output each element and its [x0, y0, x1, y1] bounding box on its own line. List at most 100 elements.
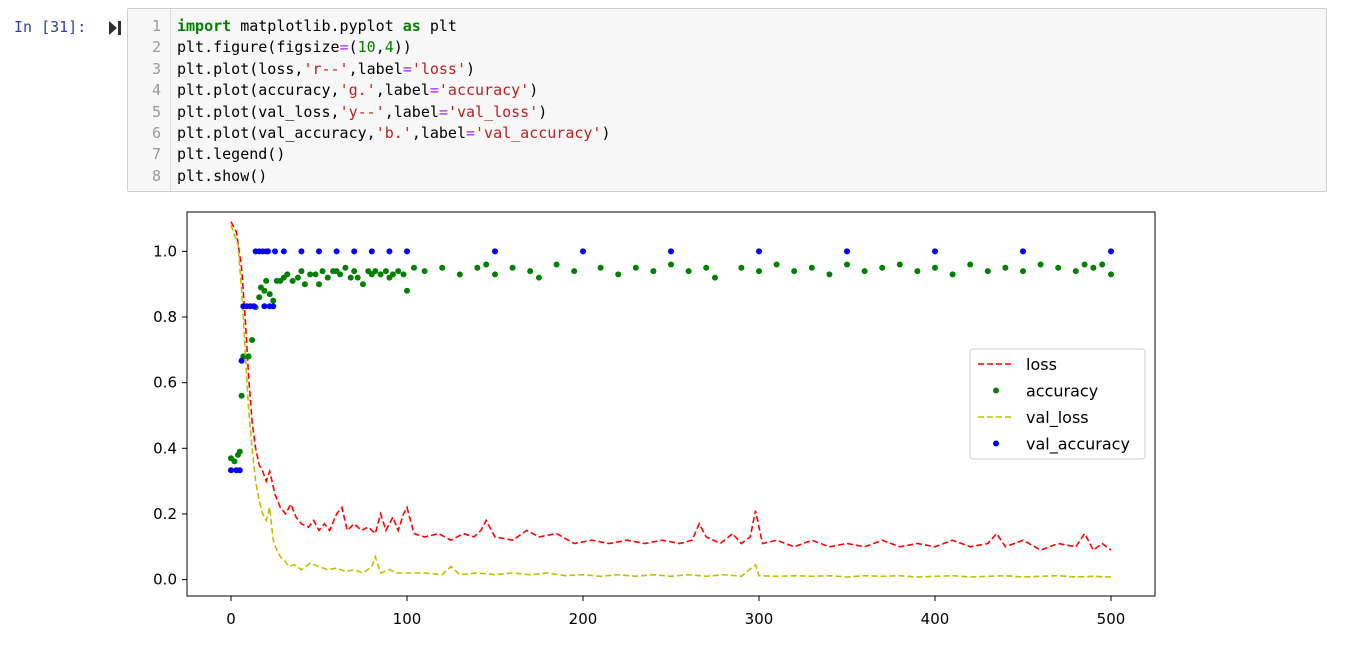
- data-point-accuracy: [1081, 261, 1088, 268]
- line-number-gutter: 1 2 3 4 5 6 7 8: [128, 9, 171, 191]
- data-point-accuracy: [270, 297, 277, 304]
- axes-frame: [186, 211, 1156, 597]
- data-point-accuracy: [400, 271, 407, 278]
- data-point-accuracy: [324, 274, 331, 281]
- x-tick-label: 200: [569, 610, 598, 628]
- legend-marker-accuracy: [993, 387, 999, 394]
- line-number: 4: [151, 81, 161, 100]
- data-point-accuracy: [298, 268, 305, 275]
- y-tick-label: 0.2: [153, 505, 177, 523]
- code-line: import matplotlib.pyplot as plt: [177, 16, 611, 37]
- code-line: plt.plot(val_accuracy,'b.',label='val_ac…: [177, 123, 611, 144]
- data-point-accuracy: [266, 291, 273, 298]
- data-point-accuracy: [685, 268, 692, 275]
- legend-box: [969, 348, 1146, 460]
- code-token: plt.show(): [177, 166, 268, 185]
- code-token: 'val_accuracy': [475, 123, 602, 142]
- data-point-accuracy: [404, 287, 410, 294]
- data-point-accuracy: [456, 271, 463, 278]
- cell-prompt: In [31]:: [14, 18, 87, 36]
- data-point-val_accuracy: [1108, 248, 1114, 255]
- code-token: =: [438, 102, 448, 121]
- code-token: 'b.': [375, 123, 412, 142]
- code-line: plt.legend(): [177, 144, 611, 165]
- code-token: 'g.': [339, 81, 376, 100]
- data-point-accuracy: [808, 264, 815, 271]
- code-token: plt.plot(accuracy,: [177, 81, 340, 100]
- code-token: plt.plot(val_loss,: [177, 102, 340, 121]
- data-point-val_accuracy: [298, 248, 305, 255]
- data-point-accuracy: [650, 268, 657, 275]
- code-token: 4: [384, 38, 394, 57]
- x-tick-label: 300: [745, 610, 774, 628]
- data-point-val_accuracy: [351, 248, 358, 255]
- data-point-val_accuracy: [236, 467, 243, 474]
- line-number: 3: [151, 59, 161, 78]
- code-token: plt.legend(): [177, 145, 286, 164]
- data-point-accuracy: [712, 274, 718, 281]
- data-point-accuracy: [342, 264, 349, 271]
- data-point-accuracy: [756, 268, 762, 275]
- code-token: plt.figure(figsize: [177, 38, 340, 57]
- code-line: plt.show(): [177, 166, 611, 187]
- data-point-accuracy: [289, 277, 296, 284]
- series-line-loss: [230, 221, 1112, 552]
- data-point-accuracy: [615, 271, 622, 278]
- data-point-accuracy: [597, 264, 604, 271]
- data-point-accuracy: [360, 281, 366, 288]
- output-plot: 0 100 200 300 400 500 0.0 0.2 0.4 0.6 0.8 1.0 loss ac…: [153, 211, 1156, 628]
- data-point-val_accuracy: [756, 248, 762, 255]
- data-point-accuracy: [773, 261, 780, 268]
- line-number: 5: [151, 102, 161, 121]
- code-line: plt.plot(accuracy,'g.',label='accuracy'): [177, 80, 611, 101]
- data-point-accuracy: [1037, 261, 1044, 268]
- data-point-accuracy: [337, 271, 344, 278]
- y-tick-label: 0.4: [153, 439, 177, 457]
- data-point-val_accuracy: [228, 467, 234, 474]
- data-point-accuracy: [238, 392, 245, 399]
- data-point-val_accuracy: [668, 248, 674, 255]
- code-token: 'r--': [303, 59, 349, 78]
- data-point-accuracy: [932, 264, 938, 271]
- x-tick-label: 500: [1097, 610, 1126, 628]
- data-point-accuracy: [1020, 268, 1026, 275]
- code-token: plt.plot(val_accuracy,: [177, 123, 376, 142]
- code-token: ): [529, 81, 539, 100]
- code-cell[interactable]: 1 2 3 4 5 6 7 8 import matplotlib.pyplot as plt…: [127, 8, 1327, 192]
- data-point-val_accuracy: [270, 303, 277, 310]
- code-token: 10: [357, 38, 376, 57]
- data-point-accuracy: [896, 261, 903, 268]
- data-point-val_accuracy: [261, 303, 268, 310]
- data-point-accuracy: [382, 268, 389, 275]
- data-point-accuracy: [389, 271, 396, 278]
- code-editor[interactable]: import matplotlib.pyplot as plt plt.figur…: [177, 16, 611, 187]
- data-point-accuracy: [1002, 264, 1009, 271]
- legend-label: accuracy: [1026, 382, 1098, 401]
- x-tick-label: 0: [226, 610, 236, 628]
- line-number: 2: [151, 38, 161, 57]
- code-token: (: [348, 38, 358, 57]
- y-tick-label: 0.0: [153, 571, 177, 589]
- data-point-val_accuracy: [316, 248, 322, 255]
- code-token: matplotlib.pyplot: [231, 17, 403, 35]
- data-point-accuracy: [474, 264, 481, 271]
- y-tick-label: 0.6: [153, 374, 177, 392]
- data-point-accuracy: [347, 274, 354, 281]
- code-token: =: [402, 59, 412, 78]
- code-token: ,label: [375, 81, 430, 100]
- code-token: as: [402, 17, 421, 35]
- data-point-accuracy: [861, 268, 868, 275]
- run-cell-icon[interactable]: [108, 20, 122, 36]
- data-point-accuracy: [879, 264, 886, 271]
- data-point-accuracy: [791, 268, 798, 275]
- data-point-val_accuracy: [580, 248, 586, 255]
- legend-label: val_loss: [1026, 408, 1089, 428]
- data-point-accuracy: [319, 268, 326, 275]
- code-token: 'accuracy': [438, 81, 530, 100]
- code-line: plt.plot(val_loss,'y--',label='val_loss'…: [177, 102, 611, 123]
- data-point-accuracy: [249, 337, 256, 343]
- data-point-accuracy: [256, 294, 263, 301]
- x-tick-label: 100: [393, 610, 422, 628]
- line-number: 8: [151, 166, 161, 185]
- data-point-val_accuracy: [333, 248, 340, 255]
